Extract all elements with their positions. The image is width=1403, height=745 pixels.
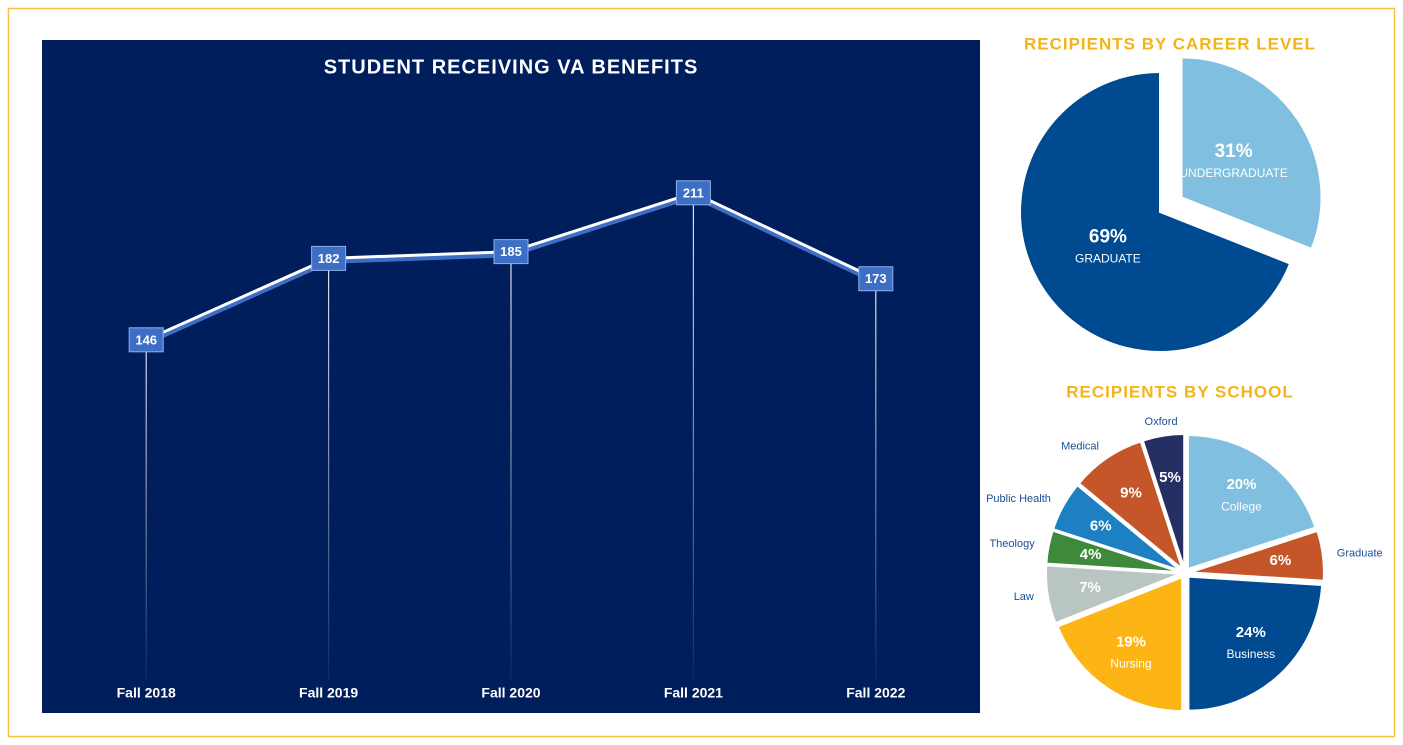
slice-name: College [1221,499,1262,513]
slice-name: Oxford [1145,416,1178,428]
chart-title: RECIPIENTS BY CAREER LEVEL [1024,34,1316,53]
slice-value: 31% [1215,141,1253,162]
pie-slice [1141,433,1186,569]
drop-line [328,258,330,680]
x-tick-label: Fall 2019 [299,685,358,701]
drop-line [875,278,877,680]
point-label-box [493,239,529,265]
slice-name: UNDERGRADUATE [1179,166,1287,180]
point-label-box [675,180,711,206]
slice-value: 5% [1159,469,1181,486]
chart-title: RECIPIENTS BY SCHOOL [1066,382,1294,401]
slice-value: 24% [1236,624,1266,641]
pie-slice [1019,70,1292,353]
slice-value: 9% [1120,484,1142,501]
pie-slice [1077,440,1185,572]
point-label-box [858,266,894,292]
pie-slice [1051,483,1182,572]
x-tick-label: Fall 2022 [846,685,905,701]
point-label: 146 [135,332,157,347]
chart-title: STUDENT RECEIVING VA BENEFITS [324,56,699,78]
slice-value: 7% [1079,579,1101,596]
slice-name: Theology [989,538,1035,550]
slice-value: 4% [1080,546,1102,563]
slice-value: 6% [1090,518,1112,535]
point-label: 173 [865,271,887,286]
point-label: 182 [318,251,340,266]
drop-line [692,192,694,681]
slice-name: Nursing [1110,657,1151,671]
point-label: 185 [500,244,522,259]
drop-line [145,339,147,680]
point-label-box [128,327,164,353]
point-label: 211 [683,185,704,200]
slice-name: Law [1014,591,1034,603]
pie-slice [1186,433,1317,571]
slice-name: Graduate [1337,548,1383,560]
frame [7,7,1396,738]
point-label-box [311,245,347,271]
pie-slice [1180,56,1323,251]
slice-value: 19% [1116,633,1146,650]
pie-slice [1056,575,1184,713]
slice-name: Medical [1061,440,1099,452]
drop-line [510,251,512,680]
slice-name: GRADUATE [1075,252,1141,266]
slice-value: 20% [1226,476,1256,493]
x-tick-label: Fall 2021 [664,685,723,701]
x-tick-label: Fall 2018 [117,685,176,701]
slice-value: 69% [1089,226,1127,247]
slice-name: Business [1226,647,1275,661]
pie-slice [1187,575,1324,712]
pie-slice [1045,529,1181,574]
slice-name: Public Health [986,493,1051,505]
slice-value: 6% [1270,552,1292,569]
pie-slice [1045,564,1181,625]
x-tick-label: Fall 2020 [481,685,540,701]
pie-slice [1189,529,1325,582]
